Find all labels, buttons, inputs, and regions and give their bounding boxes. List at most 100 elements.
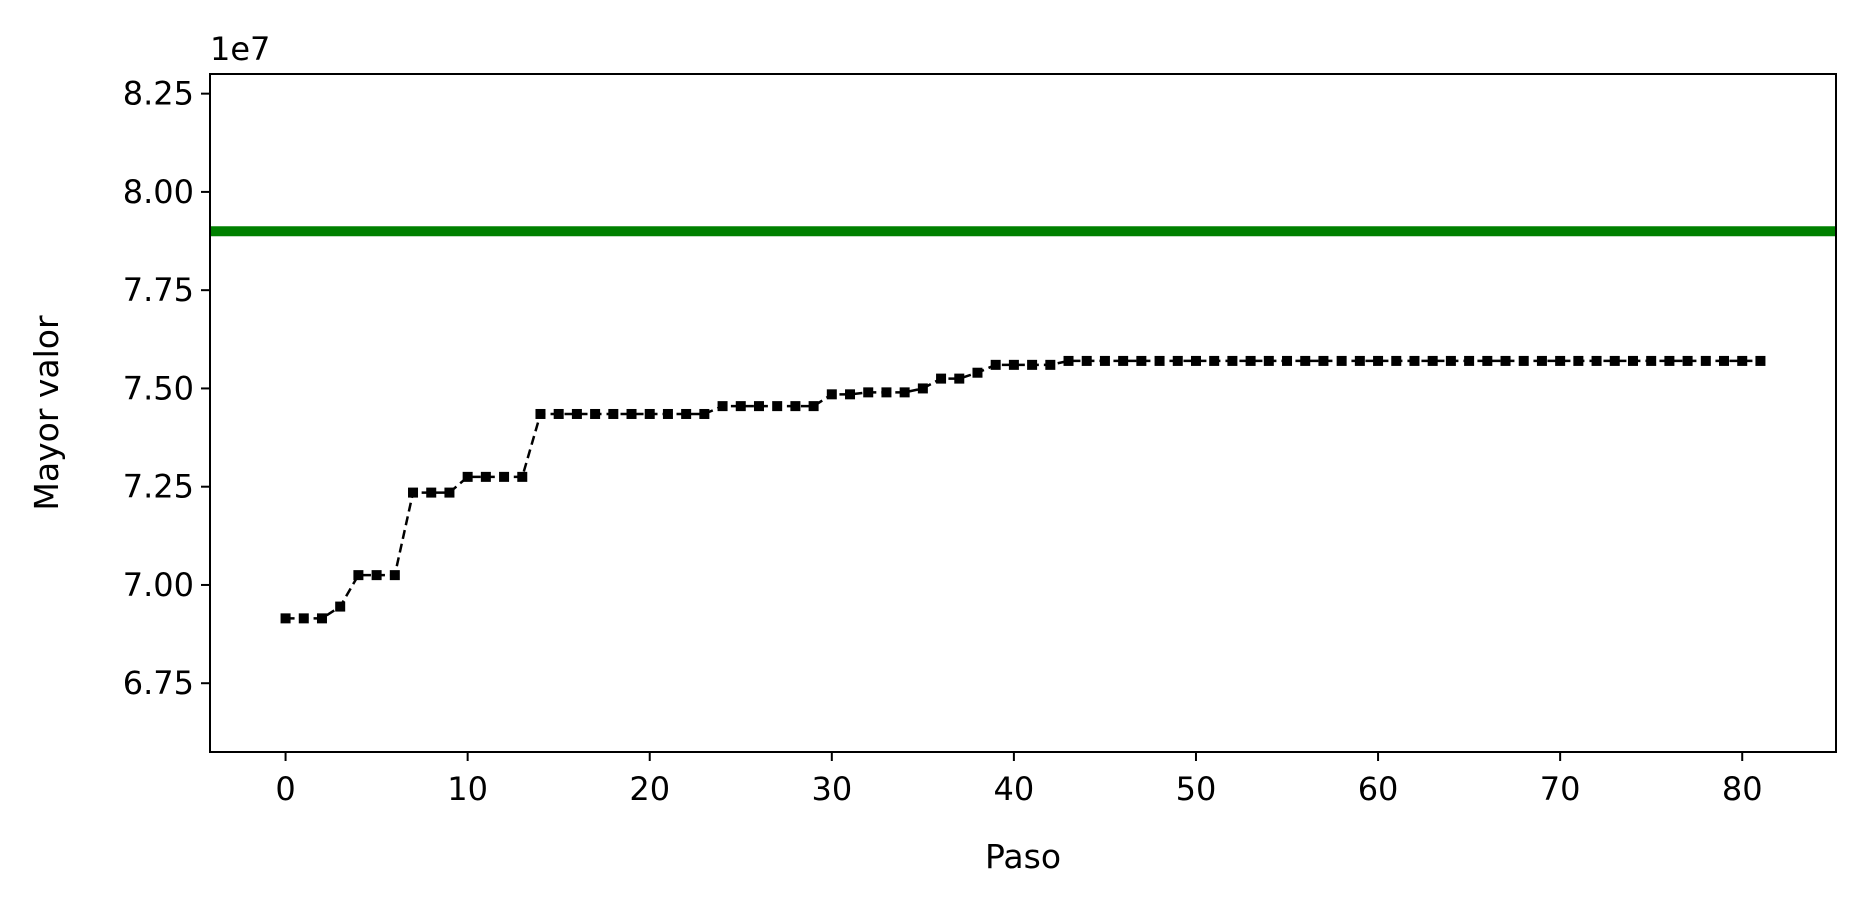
data-point bbox=[1737, 356, 1747, 366]
data-point bbox=[754, 401, 764, 411]
data-point bbox=[699, 409, 709, 419]
data-point bbox=[1373, 356, 1383, 366]
data-point bbox=[663, 409, 673, 419]
data-point bbox=[1082, 356, 1092, 366]
data-point bbox=[281, 613, 291, 623]
data-point bbox=[1155, 356, 1165, 366]
data-point bbox=[535, 409, 545, 419]
data-point bbox=[444, 488, 454, 498]
data-point bbox=[499, 472, 509, 482]
data-point bbox=[645, 409, 655, 419]
data-point bbox=[353, 570, 363, 580]
y-tick-label: 6.75 bbox=[123, 664, 194, 702]
x-axis-label: Paso bbox=[985, 837, 1061, 876]
data-point bbox=[1755, 356, 1765, 366]
data-point bbox=[1409, 356, 1419, 366]
data-point bbox=[809, 401, 819, 411]
data-point bbox=[863, 387, 873, 397]
x-tick-label: 70 bbox=[1540, 770, 1581, 808]
data-point bbox=[1009, 360, 1019, 370]
data-point bbox=[681, 409, 691, 419]
data-point bbox=[827, 389, 837, 399]
x-tick-label: 80 bbox=[1722, 770, 1763, 808]
data-point bbox=[1537, 356, 1547, 366]
data-point bbox=[845, 389, 855, 399]
data-point bbox=[590, 409, 600, 419]
data-point bbox=[1064, 356, 1074, 366]
data-point bbox=[1573, 356, 1583, 366]
data-point bbox=[627, 409, 637, 419]
x-tick-label: 50 bbox=[1176, 770, 1217, 808]
x-tick-label: 40 bbox=[994, 770, 1035, 808]
y-axis-label: Mayor valor bbox=[27, 315, 66, 511]
data-point bbox=[1446, 356, 1456, 366]
data-point bbox=[1282, 356, 1292, 366]
data-point bbox=[1664, 356, 1674, 366]
data-point bbox=[372, 570, 382, 580]
data-point bbox=[1555, 356, 1565, 366]
data-point bbox=[718, 401, 728, 411]
x-tick-label: 10 bbox=[447, 770, 488, 808]
data-point bbox=[1227, 356, 1237, 366]
data-point bbox=[1501, 356, 1511, 366]
y-tick-label: 8.00 bbox=[123, 173, 194, 211]
data-point bbox=[1391, 356, 1401, 366]
data-point bbox=[572, 409, 582, 419]
data-point bbox=[1300, 356, 1310, 366]
data-point bbox=[881, 387, 891, 397]
data-point bbox=[1592, 356, 1602, 366]
data-point bbox=[1701, 356, 1711, 366]
data-point bbox=[1646, 356, 1656, 366]
data-point bbox=[1683, 356, 1693, 366]
x-tick-label: 20 bbox=[629, 770, 670, 808]
data-point bbox=[1191, 356, 1201, 366]
data-point bbox=[790, 401, 800, 411]
data-point bbox=[463, 472, 473, 482]
y-tick-label: 7.00 bbox=[123, 566, 194, 604]
data-point bbox=[972, 368, 982, 378]
y-tick-label: 7.50 bbox=[123, 369, 194, 407]
data-point bbox=[1318, 356, 1328, 366]
data-point bbox=[481, 472, 491, 482]
data-point bbox=[1719, 356, 1729, 366]
data-point bbox=[900, 387, 910, 397]
data-point bbox=[390, 570, 400, 580]
data-point bbox=[954, 374, 964, 384]
data-point bbox=[1628, 356, 1638, 366]
data-point bbox=[408, 488, 418, 498]
data-point bbox=[1118, 356, 1128, 366]
data-point bbox=[608, 409, 618, 419]
data-point bbox=[1209, 356, 1219, 366]
x-tick-label: 0 bbox=[275, 770, 295, 808]
data-point bbox=[1610, 356, 1620, 366]
data-point bbox=[1136, 356, 1146, 366]
data-point bbox=[554, 409, 564, 419]
x-tick-label: 30 bbox=[811, 770, 852, 808]
data-point bbox=[517, 472, 527, 482]
data-point bbox=[335, 602, 345, 612]
data-point bbox=[1045, 360, 1055, 370]
data-point bbox=[736, 401, 746, 411]
data-point bbox=[936, 374, 946, 384]
y-tick-label: 7.25 bbox=[123, 468, 194, 506]
data-point bbox=[1519, 356, 1529, 366]
data-point bbox=[1337, 356, 1347, 366]
data-point bbox=[1100, 356, 1110, 366]
data-point bbox=[1246, 356, 1256, 366]
y-tick-label: 7.75 bbox=[123, 271, 194, 309]
data-point bbox=[918, 383, 928, 393]
data-point bbox=[1464, 356, 1474, 366]
data-point bbox=[1482, 356, 1492, 366]
data-point bbox=[1027, 360, 1037, 370]
data-point bbox=[299, 613, 309, 623]
data-point bbox=[1264, 356, 1274, 366]
data-point bbox=[426, 488, 436, 498]
data-point bbox=[772, 401, 782, 411]
y-offset-label: 1e7 bbox=[210, 30, 270, 68]
data-point bbox=[1173, 356, 1183, 366]
data-point bbox=[991, 360, 1001, 370]
x-tick-label: 60 bbox=[1358, 770, 1399, 808]
data-point bbox=[1355, 356, 1365, 366]
y-tick-label: 8.25 bbox=[123, 75, 194, 113]
